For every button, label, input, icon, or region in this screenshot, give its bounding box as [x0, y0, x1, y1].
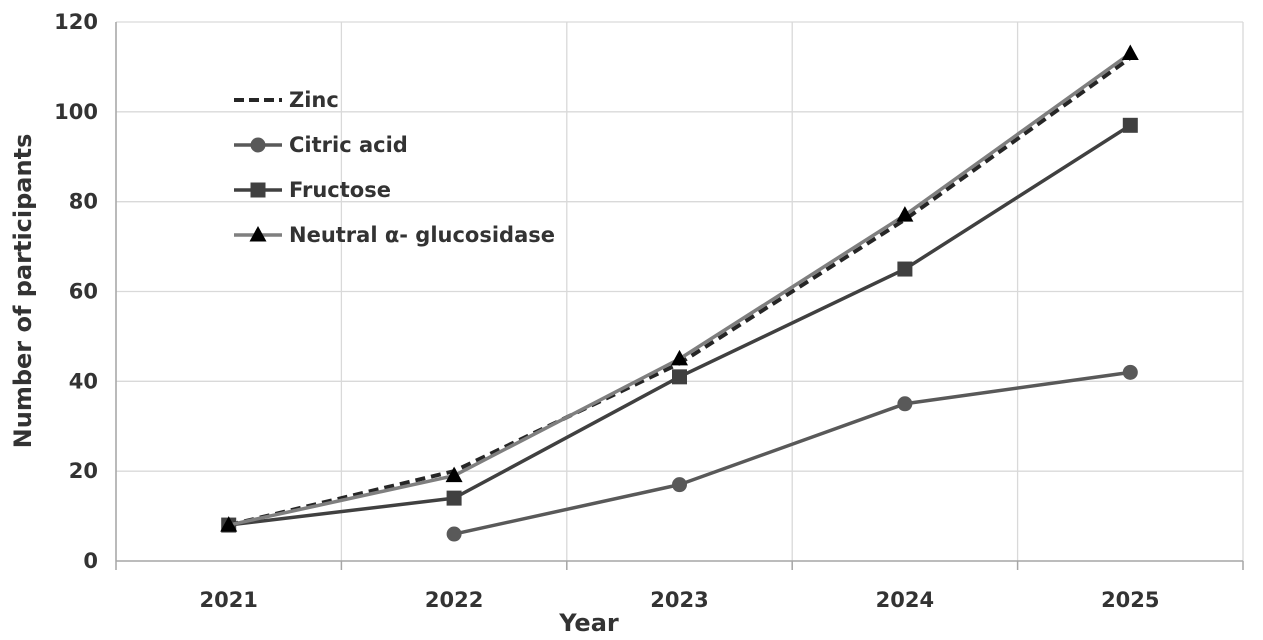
legend-label: Citric acid — [289, 133, 408, 157]
series-citric-acid — [446, 364, 1138, 542]
legend-item: Citric acid — [234, 133, 408, 157]
x-tick-label: 2022 — [425, 588, 483, 612]
legend-swatch-marker — [250, 182, 266, 198]
data-point — [445, 466, 463, 483]
y-tick-label: 120 — [54, 10, 98, 34]
data-point — [897, 396, 913, 412]
y-axis-title: Number of participants — [9, 134, 37, 449]
data-point — [896, 206, 914, 222]
y-tick-label: 40 — [69, 369, 98, 393]
data-point — [672, 369, 687, 385]
data-point — [446, 490, 462, 506]
series-neutral-glucosidase — [220, 44, 1139, 532]
legend-swatch-marker — [250, 137, 266, 153]
y-tick-label: 100 — [54, 100, 98, 124]
y-tick-label: 60 — [69, 280, 98, 304]
y-tick-label: 20 — [69, 459, 98, 483]
data-point — [446, 526, 462, 542]
data-point — [1122, 117, 1138, 133]
legend-label: Zinc — [289, 88, 339, 112]
legend-label: Fructose — [289, 178, 391, 202]
series-line — [453, 370, 1131, 536]
y-tick-labels: 0 20 40 60 80 100 120 — [54, 10, 98, 573]
data-point — [1121, 44, 1139, 60]
data-point — [671, 349, 688, 366]
x-axis-title: Year — [558, 609, 619, 637]
data-point — [1122, 364, 1138, 380]
x-tick-label: 2023 — [650, 588, 708, 612]
series — [220, 44, 1139, 542]
x-tick-labels: 2021 2022 2023 2024 2025 — [199, 588, 1159, 612]
grid — [115, 21, 1244, 561]
legend-item: Zinc — [234, 88, 339, 112]
legend-label: Neutral α- glucosidase — [289, 223, 555, 247]
axes — [115, 22, 1244, 570]
data-point — [220, 516, 238, 532]
legend-swatch-marker — [249, 226, 267, 242]
x-tick-label: 2024 — [876, 588, 934, 612]
legend-item: Fructose — [234, 178, 391, 202]
data-point — [897, 261, 913, 277]
x-tick-label: 2025 — [1101, 588, 1159, 612]
y-tick-label: 80 — [69, 190, 98, 214]
legend-item: Neutral α- glucosidase — [234, 223, 555, 247]
y-tick-label: 0 — [83, 549, 98, 573]
series-line — [228, 52, 1132, 527]
data-point — [672, 477, 687, 493]
x-tick-label: 2021 — [199, 588, 257, 612]
legend: Zinc Citric acid Fructose Neutral α- glucos… — [234, 88, 555, 247]
